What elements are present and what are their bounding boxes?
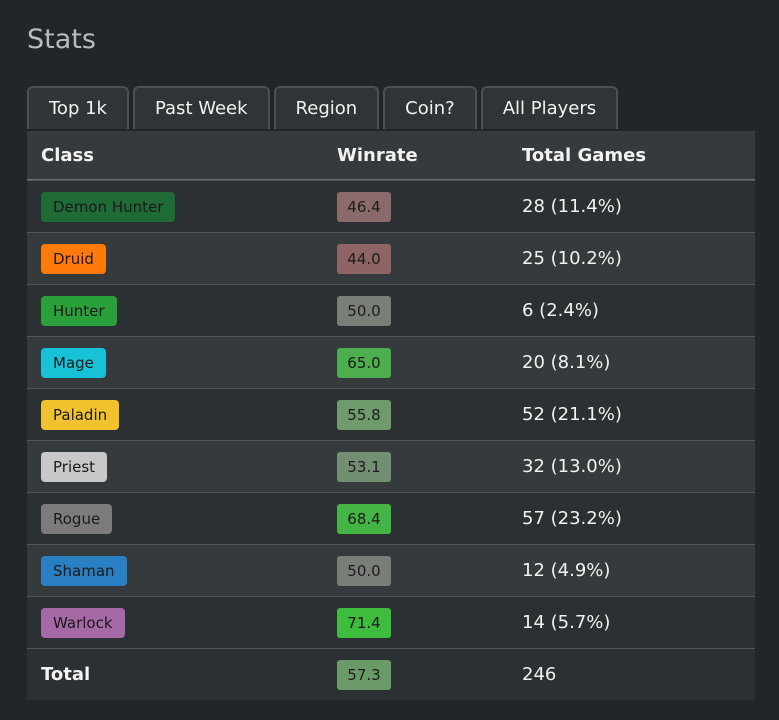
class-badge: Paladin xyxy=(41,399,120,430)
class-badge: Warlock xyxy=(41,607,125,638)
tab-top-1k[interactable]: Top 1k xyxy=(27,86,129,129)
table-header: Class Winrate Total Games xyxy=(27,131,755,180)
table-row: Shaman 50.0 12 (4.9%) xyxy=(27,544,755,596)
total-games-cell: 14 (5.7%) xyxy=(522,612,611,633)
total-games-cell: 28 (11.4%) xyxy=(522,196,622,217)
class-badge: Mage xyxy=(41,347,106,378)
table-row: Hunter 50.0 6 (2.4%) xyxy=(27,284,755,336)
filter-tabs: Top 1k Past Week Region Coin? All Player… xyxy=(27,86,619,129)
total-games-cell: 57 (23.2%) xyxy=(522,508,622,529)
class-badge: Shaman xyxy=(41,555,127,586)
total-games-cell: 12 (4.9%) xyxy=(522,560,611,581)
table-row-total: Total 57.3 246 xyxy=(27,648,755,700)
total-games-cell: 25 (10.2%) xyxy=(522,248,622,269)
tab-region[interactable]: Region xyxy=(273,86,380,129)
table-row: Druid 44.0 25 (10.2%) xyxy=(27,232,755,284)
class-badge: Rogue xyxy=(41,503,113,534)
tab-past-week[interactable]: Past Week xyxy=(132,86,270,129)
class-badge: Demon Hunter xyxy=(41,191,176,222)
winrate-badge: 71.4 xyxy=(337,607,391,638)
winrate-badge: 50.0 xyxy=(337,555,391,586)
class-badge: Priest xyxy=(41,451,108,482)
table-row: Warlock 71.4 14 (5.7%) xyxy=(27,596,755,648)
winrate-badge: 50.0 xyxy=(337,295,391,326)
table-row: Mage 65.0 20 (8.1%) xyxy=(27,336,755,388)
winrate-badge: 46.4 xyxy=(337,191,391,222)
class-badge: Druid xyxy=(41,243,106,274)
header-winrate: Winrate xyxy=(337,144,418,166)
header-class: Class xyxy=(41,144,94,166)
total-games: 246 xyxy=(522,664,557,685)
tab-all-players[interactable]: All Players xyxy=(480,86,619,129)
stats-table: Class Winrate Total Games Demon Hunter 46… xyxy=(27,131,755,700)
class-badge: Hunter xyxy=(41,295,117,326)
winrate-badge: 55.8 xyxy=(337,399,391,430)
total-games-cell: 20 (8.1%) xyxy=(522,352,611,373)
table-row: Paladin 55.8 52 (21.1%) xyxy=(27,388,755,440)
table-row: Priest 53.1 32 (13.0%) xyxy=(27,440,755,492)
header-total-games: Total Games xyxy=(522,144,647,166)
total-label: Total xyxy=(41,664,91,685)
table-row: Demon Hunter 46.4 28 (11.4%) xyxy=(27,180,755,232)
winrate-badge: 53.1 xyxy=(337,451,391,482)
winrate-badge: 44.0 xyxy=(337,243,391,274)
winrate-badge: 65.0 xyxy=(337,347,391,378)
table-row: Rogue 68.4 57 (23.2%) xyxy=(27,492,755,544)
total-games-cell: 52 (21.1%) xyxy=(522,404,622,425)
total-winrate-badge: 57.3 xyxy=(337,659,391,690)
winrate-badge: 68.4 xyxy=(337,503,391,534)
total-games-cell: 6 (2.4%) xyxy=(522,300,599,321)
table-body: Demon Hunter 46.4 28 (11.4%) Druid 44.0 25 (1… xyxy=(27,180,755,648)
tab-coin[interactable]: Coin? xyxy=(383,86,477,129)
total-games-cell: 32 (13.0%) xyxy=(522,456,622,477)
page-title: Stats xyxy=(27,24,96,55)
